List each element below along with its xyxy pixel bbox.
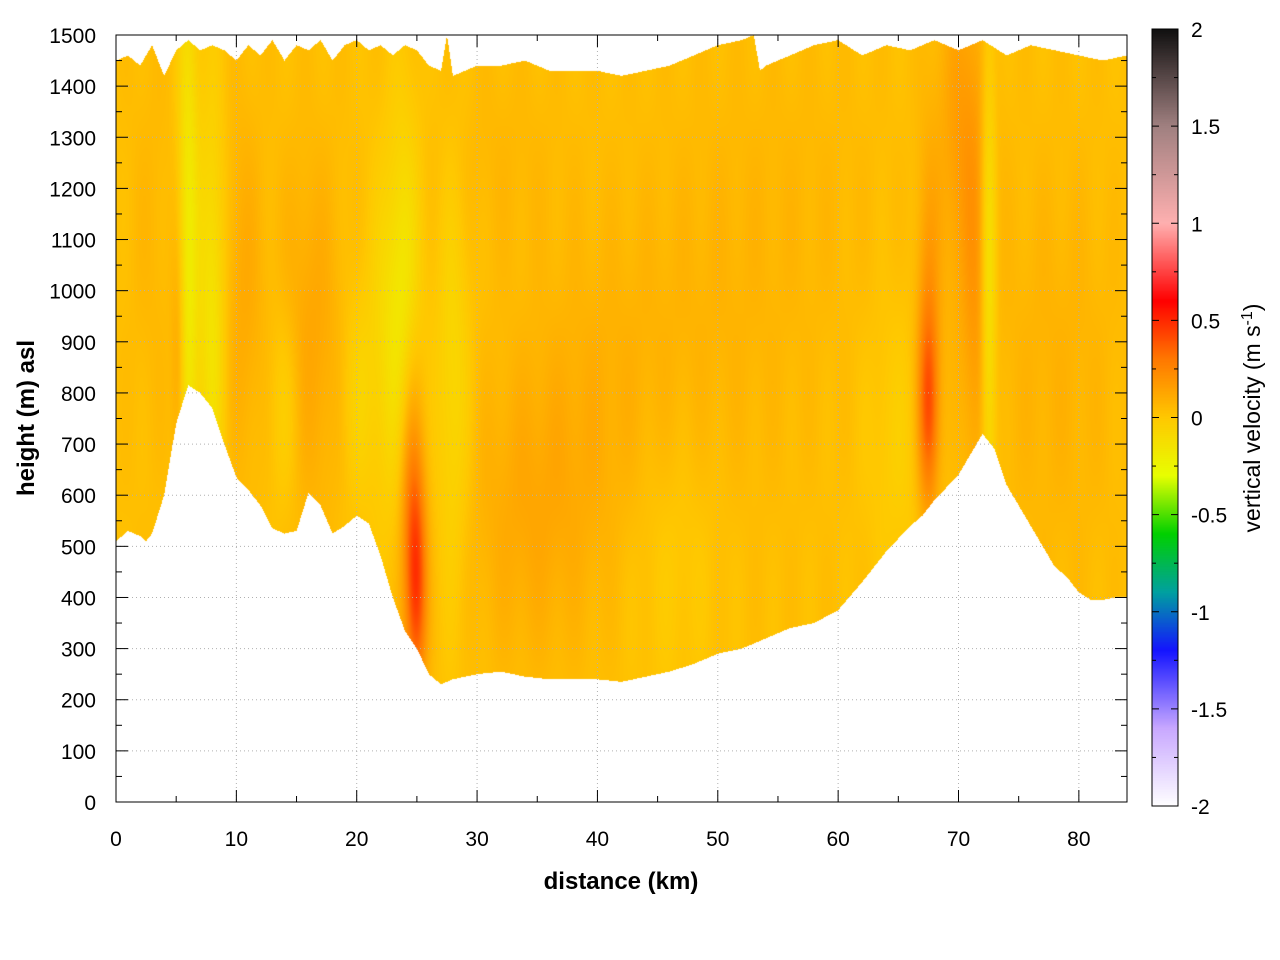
colorbar-title: vertical velocity (m s-1): [1239, 304, 1266, 533]
y-tick-label: 1200: [49, 178, 96, 201]
y-tick-label: 300: [61, 639, 96, 662]
colorbar-tick-label: 0.5: [1191, 310, 1220, 333]
colorbar-tick-label: -1.5: [1191, 699, 1227, 722]
x-tick-label: 80: [1067, 828, 1090, 851]
y-tick-label: 1400: [49, 76, 96, 99]
x-tick-label: 70: [947, 828, 970, 851]
x-tick-label: 0: [110, 828, 122, 851]
colorbar-tick-label: -2: [1191, 796, 1210, 819]
y-axis-title: height (m) asl: [13, 340, 40, 496]
y-tick-label: 1300: [49, 127, 96, 150]
x-axis-ticks: 0 10 20 30 40 50 60 70 80: [110, 35, 1091, 851]
y-tick-label: 0: [84, 792, 96, 815]
y-tick-label: 1000: [49, 281, 96, 304]
colorbar-tick-label: -0.5: [1191, 505, 1227, 528]
x-tick-label: 60: [826, 828, 849, 851]
x-tick-label: 40: [586, 828, 609, 851]
x-tick-label: 50: [706, 828, 729, 851]
y-axis-ticks: 0 100 200 300 400 500 600 700 800 900 1000 1100 1200…: [49, 25, 1127, 815]
colorbar: -2 -1.5 -1 -0.5 0 0.5 1 1.5 2 vertical velocity …: [1151, 19, 1266, 819]
y-tick-label: 800: [61, 383, 96, 406]
x-axis-title: distance (km): [544, 868, 699, 895]
y-tick-label: 500: [61, 536, 96, 559]
heatmap-field-image: [116, 35, 1127, 802]
colorbar-tick-label: 1.5: [1191, 116, 1220, 139]
colorbar-ticks: -2 -1.5 -1 -0.5 0 0.5 1 1.5 2: [1152, 19, 1227, 819]
colorbar-tick-label: -1: [1191, 602, 1210, 625]
y-tick-label: 900: [61, 332, 96, 355]
velocity-heatmap: [116, 35, 1127, 802]
x-tick-label: 10: [225, 828, 248, 851]
y-tick-label: 400: [61, 587, 96, 610]
y-tick-label: 200: [61, 690, 96, 713]
x-tick-label: 30: [465, 828, 488, 851]
y-tick-label: 1500: [49, 25, 96, 48]
grid-lines: [116, 35, 1127, 802]
y-tick-label: 100: [61, 741, 96, 764]
x-tick-label: 20: [345, 828, 368, 851]
y-tick-label: 600: [61, 485, 96, 508]
colorbar-tick-label: 1: [1191, 213, 1203, 236]
y-tick-label: 700: [61, 434, 96, 457]
y-tick-label: 1100: [51, 230, 96, 253]
colorbar-tick-label: 0: [1191, 408, 1203, 431]
colorbar-tick-label: 2: [1191, 19, 1203, 42]
